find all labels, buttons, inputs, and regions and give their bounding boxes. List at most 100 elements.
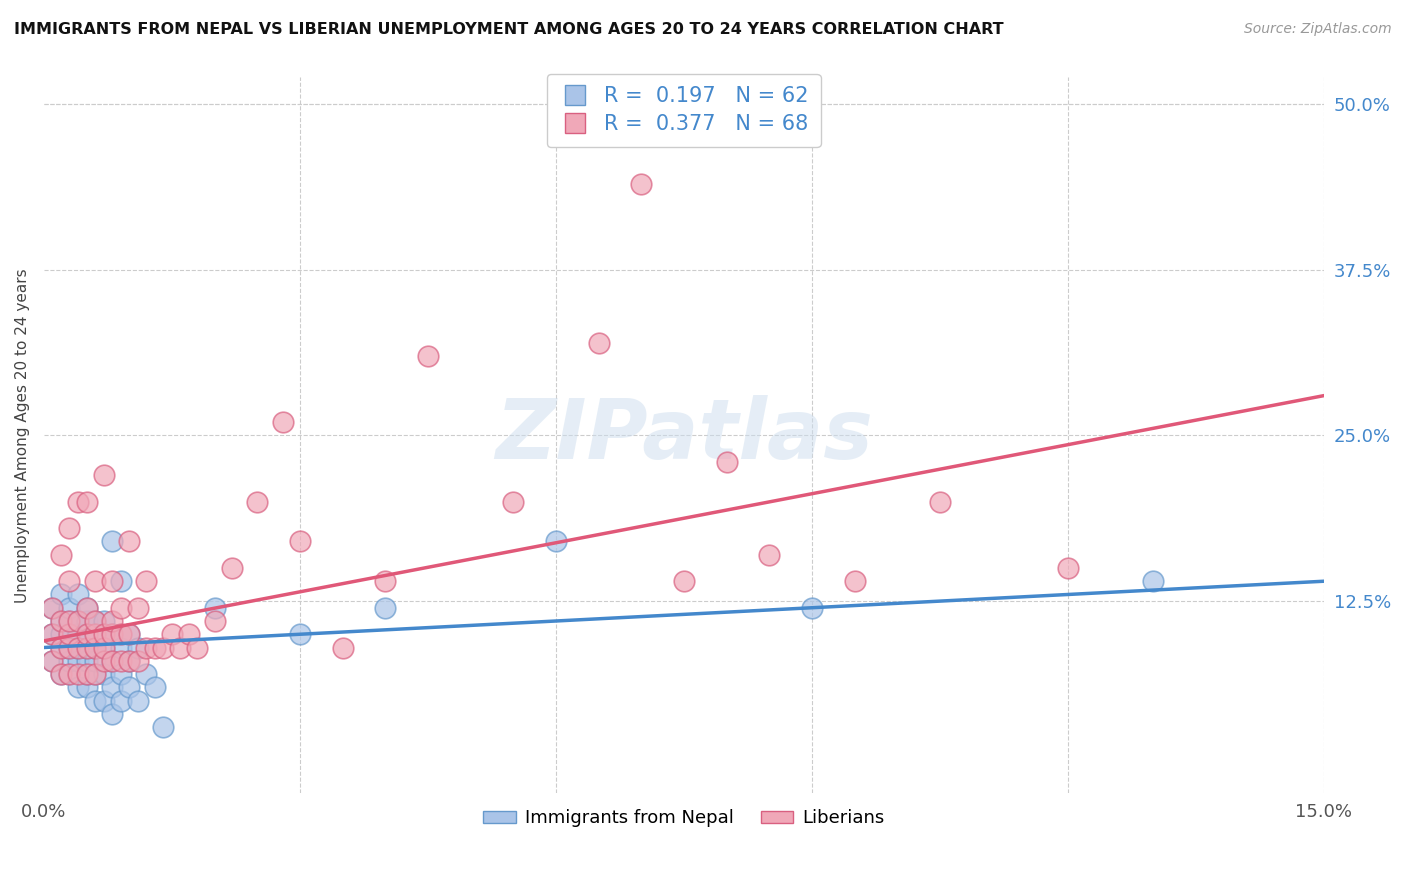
Point	[66, 681, 89, 695]
Legend: Immigrants from Nepal, Liberians: Immigrants from Nepal, Liberians	[477, 802, 891, 834]
Point	[58, 640, 80, 655]
Point	[66, 627, 89, 641]
Point	[101, 627, 124, 641]
Point	[101, 574, 124, 589]
Point	[93, 640, 115, 655]
Point	[66, 640, 89, 655]
Point	[118, 654, 141, 668]
Point	[118, 627, 141, 641]
Point	[84, 667, 107, 681]
Point	[93, 693, 115, 707]
Point	[58, 640, 80, 655]
Point	[928, 494, 950, 508]
Point	[93, 640, 115, 655]
Point	[84, 654, 107, 668]
Point	[716, 455, 738, 469]
Point	[84, 574, 107, 589]
Point	[41, 654, 63, 668]
Point	[186, 640, 208, 655]
Point	[110, 654, 132, 668]
Point	[84, 614, 107, 628]
Point	[101, 627, 124, 641]
Point	[118, 534, 141, 549]
Point	[588, 335, 610, 350]
Point	[66, 494, 89, 508]
Point	[66, 654, 89, 668]
Point	[127, 640, 149, 655]
Point	[49, 640, 72, 655]
Point	[246, 494, 269, 508]
Text: IMMIGRANTS FROM NEPAL VS LIBERIAN UNEMPLOYMENT AMONG AGES 20 TO 24 YEARS CORRELA: IMMIGRANTS FROM NEPAL VS LIBERIAN UNEMPL…	[14, 22, 1004, 37]
Point	[110, 667, 132, 681]
Point	[152, 640, 174, 655]
Point	[110, 574, 132, 589]
Point	[58, 667, 80, 681]
Point	[127, 654, 149, 668]
Point	[288, 627, 311, 641]
Point	[374, 574, 396, 589]
Point	[76, 627, 98, 641]
Point	[1057, 561, 1080, 575]
Point	[93, 468, 115, 483]
Point	[49, 548, 72, 562]
Point	[76, 627, 98, 641]
Point	[76, 494, 98, 508]
Point	[127, 693, 149, 707]
Point	[118, 654, 141, 668]
Point	[49, 667, 72, 681]
Point	[41, 627, 63, 641]
Text: Source: ZipAtlas.com: Source: ZipAtlas.com	[1244, 22, 1392, 37]
Point	[76, 614, 98, 628]
Y-axis label: Unemployment Among Ages 20 to 24 years: Unemployment Among Ages 20 to 24 years	[15, 268, 30, 603]
Point	[101, 654, 124, 668]
Point	[204, 600, 226, 615]
Point	[101, 706, 124, 721]
Point	[84, 640, 107, 655]
Point	[143, 640, 166, 655]
Point	[84, 693, 107, 707]
Point	[49, 640, 72, 655]
Point	[110, 693, 132, 707]
Point	[58, 600, 80, 615]
Point	[41, 654, 63, 668]
Point	[127, 600, 149, 615]
Point	[58, 627, 80, 641]
Point	[66, 640, 89, 655]
Point	[110, 627, 132, 641]
Point	[271, 415, 294, 429]
Point	[332, 640, 354, 655]
Point	[93, 627, 115, 641]
Point	[58, 574, 80, 589]
Point	[49, 614, 72, 628]
Point	[502, 494, 524, 508]
Point	[76, 667, 98, 681]
Point	[93, 654, 115, 668]
Point	[76, 681, 98, 695]
Point	[58, 627, 80, 641]
Point	[76, 600, 98, 615]
Point	[41, 600, 63, 615]
Point	[672, 574, 695, 589]
Point	[84, 640, 107, 655]
Point	[101, 534, 124, 549]
Point	[118, 681, 141, 695]
Point	[93, 614, 115, 628]
Point	[118, 627, 141, 641]
Point	[374, 600, 396, 615]
Point	[66, 667, 89, 681]
Point	[221, 561, 243, 575]
Point	[58, 627, 80, 641]
Point	[49, 667, 72, 681]
Point	[58, 614, 80, 628]
Point	[204, 614, 226, 628]
Point	[66, 587, 89, 601]
Point	[49, 587, 72, 601]
Text: ZIPatlas: ZIPatlas	[495, 395, 873, 476]
Point	[135, 667, 157, 681]
Point	[93, 667, 115, 681]
Point	[143, 681, 166, 695]
Point	[58, 614, 80, 628]
Point	[135, 640, 157, 655]
Point	[630, 177, 652, 191]
Point	[84, 614, 107, 628]
